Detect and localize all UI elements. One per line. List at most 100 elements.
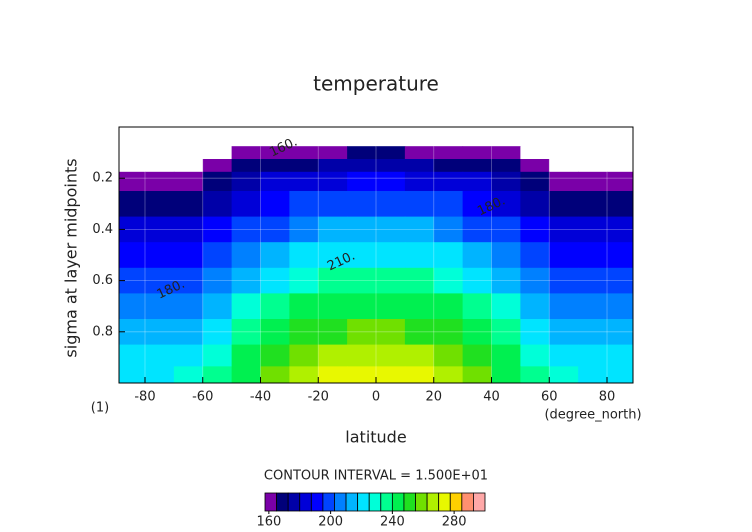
field-cell (549, 216, 579, 243)
field-cell (376, 344, 406, 367)
field-cell (520, 344, 550, 367)
field-cell (173, 171, 204, 192)
field-cell (607, 133, 633, 147)
field-cell (404, 267, 435, 294)
field-cell (491, 191, 521, 218)
field-cell (404, 366, 435, 383)
colorbar-box (473, 492, 486, 512)
colorbar-box (461, 492, 474, 512)
field-cell (260, 293, 290, 320)
field-cell (433, 344, 464, 367)
field-cell (144, 216, 175, 243)
field-cell (462, 146, 493, 160)
y-tick-label: 0.4 (92, 222, 113, 237)
field-cell (462, 216, 493, 243)
field-cell (231, 171, 261, 192)
field-cell (520, 159, 550, 173)
field-cell (289, 191, 319, 218)
field-cell (318, 171, 348, 192)
x-units: (degree_north) (544, 408, 641, 423)
field-cell (462, 319, 493, 346)
field (119, 133, 633, 383)
corner-label: (1) (91, 401, 109, 416)
field-cell (289, 159, 319, 173)
field-cell (549, 159, 579, 173)
field-cell (520, 319, 550, 346)
field-cell (260, 267, 290, 294)
field-cell (144, 242, 175, 269)
colorbar-box (276, 492, 289, 512)
field-cell (289, 344, 319, 367)
field-cell (119, 191, 146, 218)
field-cell (433, 242, 464, 269)
field-cell (144, 319, 175, 346)
field-cell (173, 216, 204, 243)
field-cell (549, 242, 579, 269)
field-cell (578, 319, 608, 346)
field-cell (260, 216, 290, 243)
colorbar-tick-label: 200 (318, 515, 343, 530)
field-cell (520, 366, 550, 383)
field-cell (491, 171, 521, 192)
field-cell (144, 133, 175, 147)
x-tick-label: 40 (483, 390, 500, 405)
field-cell (376, 293, 406, 320)
field-cell (347, 146, 377, 160)
field-cell (260, 242, 290, 269)
field-cell (404, 191, 435, 218)
field-cell (289, 366, 319, 383)
field-cell (433, 267, 464, 294)
field-cell (289, 242, 319, 269)
colorbar-box (391, 492, 405, 512)
field-cell (433, 171, 464, 192)
x-tick-label: 80 (599, 390, 616, 405)
field-cell (607, 171, 633, 192)
field-cell (202, 216, 233, 243)
x-tick-label: -20 (308, 390, 329, 405)
colorbar-tick-label: 160 (256, 515, 281, 530)
field-cell (347, 366, 377, 383)
field-cell (173, 344, 204, 367)
field-cell (202, 319, 233, 346)
field-cell (433, 191, 464, 218)
field-cell (144, 171, 175, 192)
field-cell (404, 242, 435, 269)
chart-title: temperature (313, 72, 439, 96)
field-cell (289, 216, 319, 243)
field-cell (520, 267, 550, 294)
field-cell (549, 133, 579, 147)
colorbar-box (287, 492, 301, 512)
x-axis-label: latitude (345, 428, 406, 447)
field-cell (144, 366, 175, 383)
field-cell (347, 191, 377, 218)
colorbar-box (334, 492, 347, 512)
field-cell (202, 133, 233, 147)
field-cell (289, 319, 319, 346)
field-cell (173, 319, 204, 346)
colorbar-box (380, 492, 393, 512)
field-cell (119, 293, 146, 320)
field-cell (578, 216, 608, 243)
field-cell (202, 159, 233, 173)
field-cell (433, 216, 464, 243)
field-cell (318, 146, 348, 160)
colorbar-box (415, 492, 428, 512)
field-cell (260, 191, 290, 218)
field-cell (231, 366, 261, 383)
field-cell (376, 133, 406, 147)
field-cell (173, 146, 204, 160)
colorbar-box (299, 492, 312, 512)
field-cell (119, 159, 146, 173)
field-cell (318, 293, 348, 320)
field-cell (173, 159, 204, 173)
field-cell (318, 366, 348, 383)
field-cell (231, 191, 261, 218)
field-cell (404, 146, 435, 160)
field-cell (318, 242, 348, 269)
field-cell (202, 344, 233, 367)
field-cell (491, 366, 521, 383)
field-cell (549, 293, 579, 320)
colorbar-box (438, 492, 451, 512)
field-cell (231, 242, 261, 269)
